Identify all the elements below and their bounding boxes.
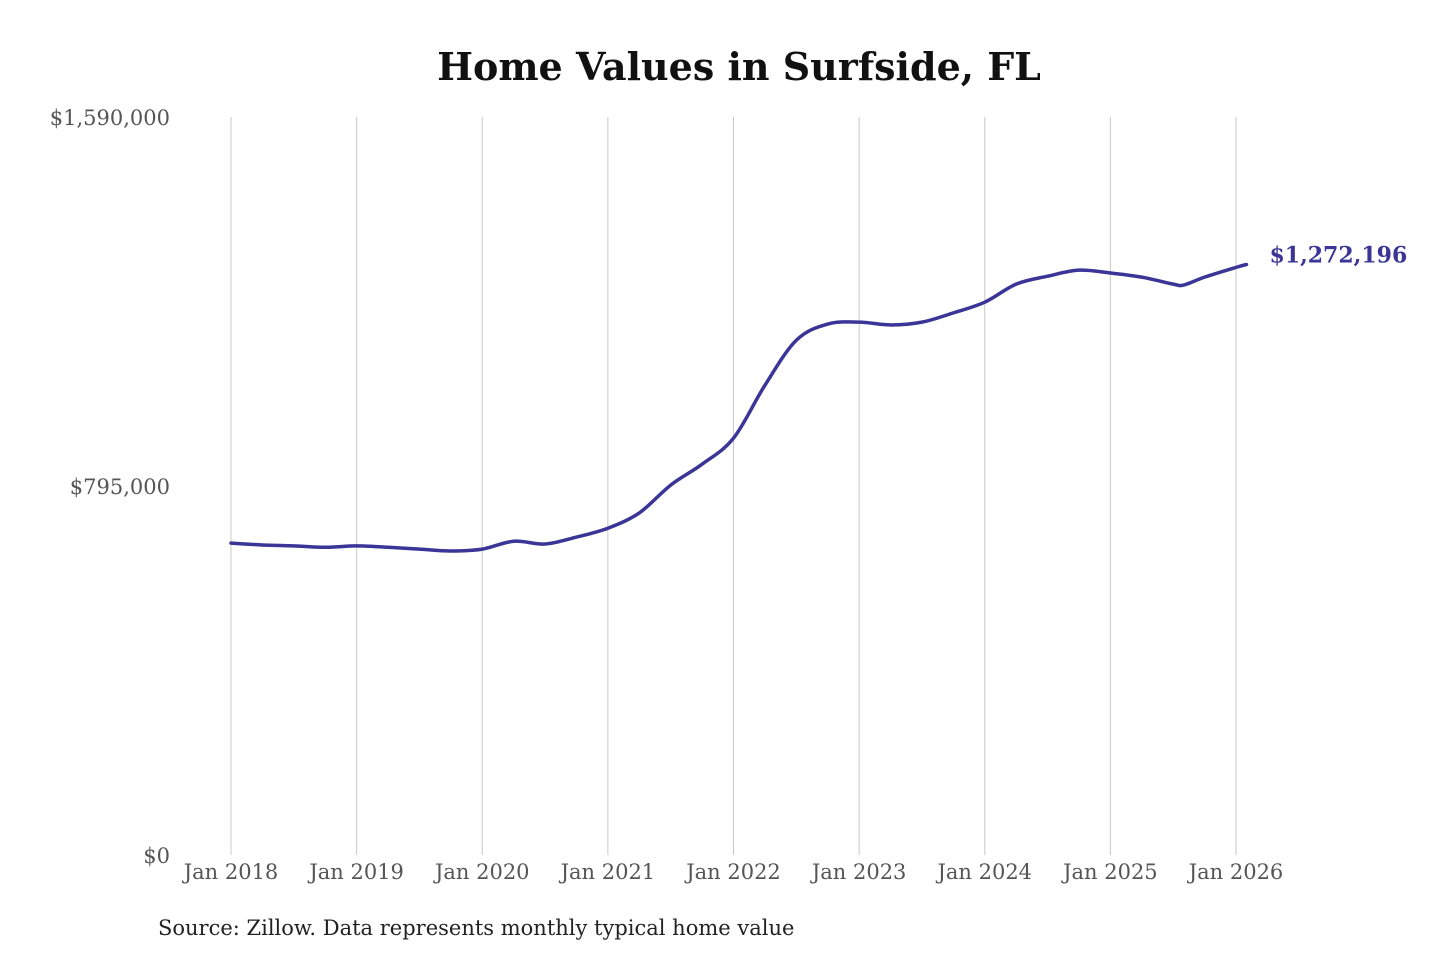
x-tick-label: Jan 2024	[935, 860, 1032, 884]
x-tick-label: Jan 2018	[182, 860, 279, 884]
x-tick-label: Jan 2021	[559, 860, 656, 884]
source-note: Source: Zillow. Data represents monthly …	[158, 916, 795, 940]
x-tick-label: Jan 2019	[307, 860, 404, 884]
chart-title: Home Values in Surfside, FL	[437, 44, 1041, 89]
y-tick-label: $0	[143, 844, 170, 868]
y-tick-label: $1,590,000	[50, 106, 170, 130]
end-value-label: $1,272,196	[1269, 243, 1407, 269]
x-tick-label: Jan 2023	[810, 860, 907, 884]
x-tick-label: Jan 2026	[1187, 860, 1284, 884]
series-line	[229, 262, 1249, 553]
x-tick-label: Jan 2020	[433, 860, 530, 884]
y-tick-label: $795,000	[70, 475, 170, 499]
x-tick-label: Jan 2022	[684, 860, 781, 884]
x-tick-label: Jan 2025	[1061, 860, 1158, 884]
